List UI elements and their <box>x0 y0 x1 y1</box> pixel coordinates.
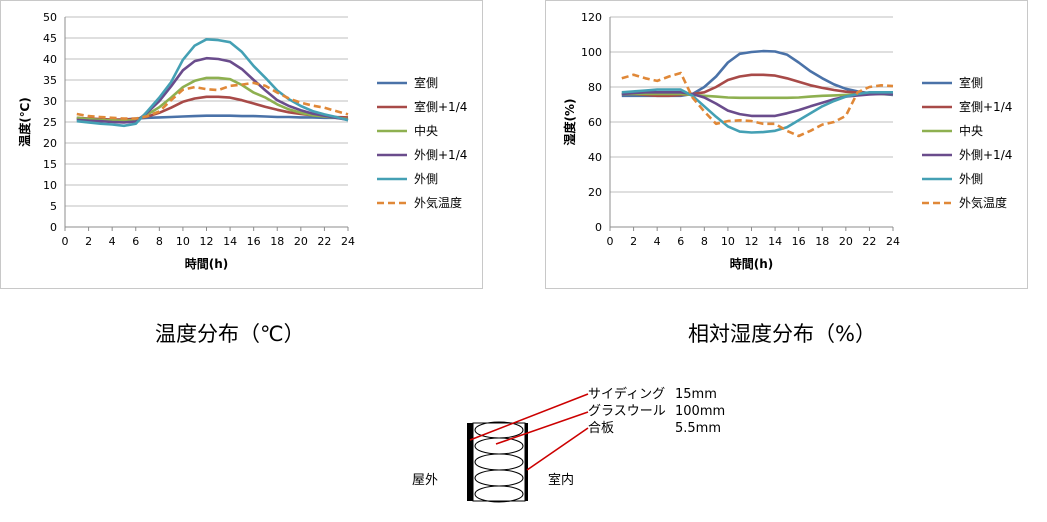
humidity-chart-panel: 0 20 40 60 80 100 120 0 2 4 6 8 10 12 14 16 18 20 22 24 時間(h… <box>545 0 1028 289</box>
x-tick-label: 8 <box>701 235 708 248</box>
x-tick-label: 24 <box>886 235 900 248</box>
x-tick-label: 14 <box>768 235 782 248</box>
wall-section-diagram: サイディング 15mm グラスウール 100mm 合板 5.5mm 屋外 室内 <box>412 386 725 503</box>
legend-label: 外側 <box>414 172 438 186</box>
y-tick-label: 100 <box>581 46 602 59</box>
series-line <box>76 56 349 124</box>
legend-label: 外気温度 <box>959 195 1007 210</box>
y-tick-label: 60 <box>588 116 602 129</box>
layer-thickness: 100mm <box>675 404 725 419</box>
x-tick-label: 4 <box>109 235 116 248</box>
y-tick-label: 0 <box>50 221 57 234</box>
legend-label: 中央 <box>414 123 438 138</box>
plywood-layer <box>525 423 528 501</box>
x-tick-label: 12 <box>745 235 759 248</box>
legend-label: 中央 <box>959 123 983 138</box>
x-tick-label: 14 <box>223 235 237 248</box>
outside-label: 屋外 <box>412 473 438 488</box>
layer-name: 合板 <box>588 421 614 436</box>
x-tick-label: 16 <box>247 235 261 248</box>
y-tick-label: 80 <box>588 81 602 94</box>
series-line <box>621 92 893 100</box>
y-tick-label: 120 <box>581 11 602 24</box>
series-line <box>621 88 893 134</box>
y-tick-label: 45 <box>43 32 57 45</box>
x-tick-label: 20 <box>839 235 853 248</box>
series-line <box>76 37 349 128</box>
legend-label: 外側 <box>959 172 983 186</box>
x-tick-label: 8 <box>156 235 163 248</box>
series-line <box>76 81 349 120</box>
y-axis-label: 温度(℃) <box>17 97 32 147</box>
legend-label: 室側+1/4 <box>414 99 467 114</box>
x-tick-label: 18 <box>815 235 829 248</box>
x-tick-label: 10 <box>721 235 735 248</box>
inside-label: 室内 <box>548 472 574 488</box>
y-tick-label: 5 <box>50 200 57 213</box>
legend-label: 外気温度 <box>414 195 462 210</box>
x-tick-label: 2 <box>85 235 92 248</box>
y-tick-label: 40 <box>588 151 602 164</box>
wall-section-drawing <box>467 421 528 503</box>
layer-thickness: 15mm <box>675 387 717 402</box>
x-tick-label: 0 <box>62 235 69 248</box>
x-tick-label: 24 <box>341 235 355 248</box>
glass-wool-pattern <box>474 421 524 503</box>
legend-label: 室側 <box>959 75 983 90</box>
x-tick-label: 22 <box>862 235 876 248</box>
y-tick-label: 10 <box>43 179 57 192</box>
series-line <box>621 73 894 98</box>
series-line <box>76 76 349 122</box>
y-tick-label: 20 <box>43 137 57 150</box>
x-tick-label: 20 <box>294 235 308 248</box>
temperature-caption: 温度分布（℃） <box>155 322 305 346</box>
y-tick-label: 25 <box>43 116 57 129</box>
legend-label: 室側 <box>414 75 438 90</box>
series-line <box>621 71 894 138</box>
x-tick-label: 6 <box>677 235 684 248</box>
temperature-chart-panel: 0 5 10 15 20 25 30 35 40 45 50 0 2 4 6 8 10 12 14 16 18 20 22 2… <box>0 0 483 289</box>
x-tick-label: 10 <box>176 235 190 248</box>
layer-thickness: 5.5mm <box>675 421 721 436</box>
y-tick-label: 50 <box>43 11 57 24</box>
x-tick-label: 22 <box>317 235 331 248</box>
y-tick-label: 0 <box>595 221 602 234</box>
x-tick-label: 12 <box>200 235 214 248</box>
x-tick-label: 18 <box>270 235 284 248</box>
x-tick-label: 2 <box>630 235 637 248</box>
legend-label: 室側+1/4 <box>959 99 1012 114</box>
x-tick-label: 4 <box>654 235 661 248</box>
legend-label: 外側+1/4 <box>959 148 1012 162</box>
layer-name: サイディング <box>588 386 665 402</box>
layer-name: グラスウール <box>588 404 666 419</box>
x-tick-label: 16 <box>792 235 806 248</box>
y-tick-label: 40 <box>43 53 57 66</box>
y-tick-label: 20 <box>588 186 602 199</box>
y-tick-label: 35 <box>43 74 57 87</box>
layer-labels: サイディング 15mm グラスウール 100mm 合板 5.5mm <box>588 386 725 436</box>
y-tick-label: 15 <box>43 158 57 171</box>
x-axis-label: 時間(h) <box>185 256 229 271</box>
leader-lines <box>469 393 589 471</box>
x-tick-label: 0 <box>607 235 614 248</box>
y-tick-label: 30 <box>43 95 57 108</box>
siding-layer <box>467 423 473 501</box>
y-axis-label: 湿度(%) <box>562 99 577 146</box>
x-tick-label: 6 <box>132 235 139 248</box>
legend-label: 外側+1/4 <box>414 148 467 162</box>
humidity-caption: 相対湿度分布（%） <box>688 322 876 346</box>
x-axis-label: 時間(h) <box>730 256 774 271</box>
